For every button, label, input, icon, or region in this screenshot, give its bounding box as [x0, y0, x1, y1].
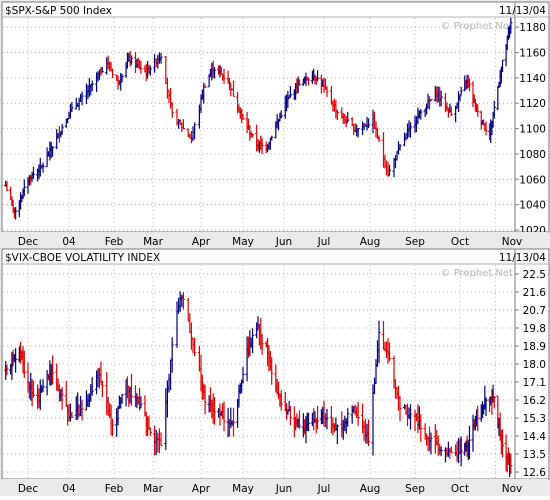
x-tick-label: Sep — [405, 483, 425, 495]
chart-date: 11/13/04 — [499, 5, 546, 17]
y-tick-label: 21.6 — [523, 287, 547, 299]
x-tick-label: Aug — [360, 236, 381, 248]
y-tick-label: 16.2 — [523, 395, 546, 407]
x-tick-label: Mar — [143, 236, 163, 248]
chart-date: 11/13/04 — [499, 252, 546, 264]
x-tick-label: Dec — [18, 236, 39, 248]
x-tick-label: Feb — [105, 236, 124, 248]
x-tick-label: Oct — [451, 483, 469, 495]
y-tick-label: 19.8 — [523, 323, 546, 335]
x-tick-label: Jun — [275, 236, 292, 248]
x-tick-label: Apr — [192, 483, 211, 495]
y-tick-label: 20.7 — [523, 305, 546, 317]
watermark: © Prophet.Net — [440, 268, 513, 279]
chart-title: $VIX-CBOE VOLATILITY INDEX — [5, 252, 160, 264]
x-tick-label: Nov — [502, 483, 523, 495]
x-tick-label: Nov — [502, 236, 523, 248]
y-tick-label: 18.0 — [523, 359, 546, 371]
x-tick-label: Sep — [405, 236, 425, 248]
x-tick-label: May — [232, 483, 254, 495]
y-tick-label: 13.5 — [523, 449, 546, 461]
x-tick-label: Jun — [275, 483, 292, 495]
y-axis-area — [514, 1, 550, 233]
x-tick-label: 04 — [62, 236, 76, 248]
x-tick-label: May — [232, 236, 254, 248]
y-tick-label: 1060 — [519, 174, 546, 186]
plot-area — [1, 1, 516, 233]
x-axis-area — [2, 232, 548, 248]
x-tick-label: 04 — [62, 483, 76, 495]
y-tick-label: 1040 — [519, 200, 546, 212]
y-tick-label: 1180 — [519, 22, 546, 34]
x-tick-label: Apr — [192, 236, 211, 248]
x-tick-label: Jul — [317, 483, 331, 495]
x-tick-label: Aug — [360, 483, 381, 495]
x-axis-area — [2, 479, 548, 495]
y-tick-label: 1140 — [519, 73, 546, 85]
y-tick-label: 15.3 — [523, 413, 546, 425]
y-tick-label: 12.6 — [523, 467, 547, 479]
x-tick-label: Jul — [317, 236, 331, 248]
x-tick-label: Oct — [451, 236, 469, 248]
y-tick-label: 22.5 — [523, 269, 546, 281]
y-tick-label: 1080 — [519, 149, 546, 161]
y-tick-label: 1160 — [519, 48, 546, 60]
y-tick-label: 1100 — [519, 124, 546, 136]
watermark: © Prophet.Net — [440, 21, 513, 32]
y-tick-label: 18.9 — [523, 341, 546, 353]
y-tick-label: 14.4 — [523, 431, 547, 443]
y-axis-area — [514, 248, 550, 480]
chart-title: $SPX-S&P 500 Index — [5, 5, 112, 17]
vix-chart-panel: 12.6 13.5 14.4 15.3 16.2 17.1 18.0 18.9 19.8 20.7… — [1, 248, 550, 495]
x-tick-label: Feb — [105, 483, 124, 495]
x-tick-label: Dec — [18, 483, 39, 495]
x-tick-label: Mar — [143, 483, 163, 495]
y-tick-label: 1120 — [519, 98, 546, 110]
y-tick-label: 17.1 — [523, 377, 546, 389]
